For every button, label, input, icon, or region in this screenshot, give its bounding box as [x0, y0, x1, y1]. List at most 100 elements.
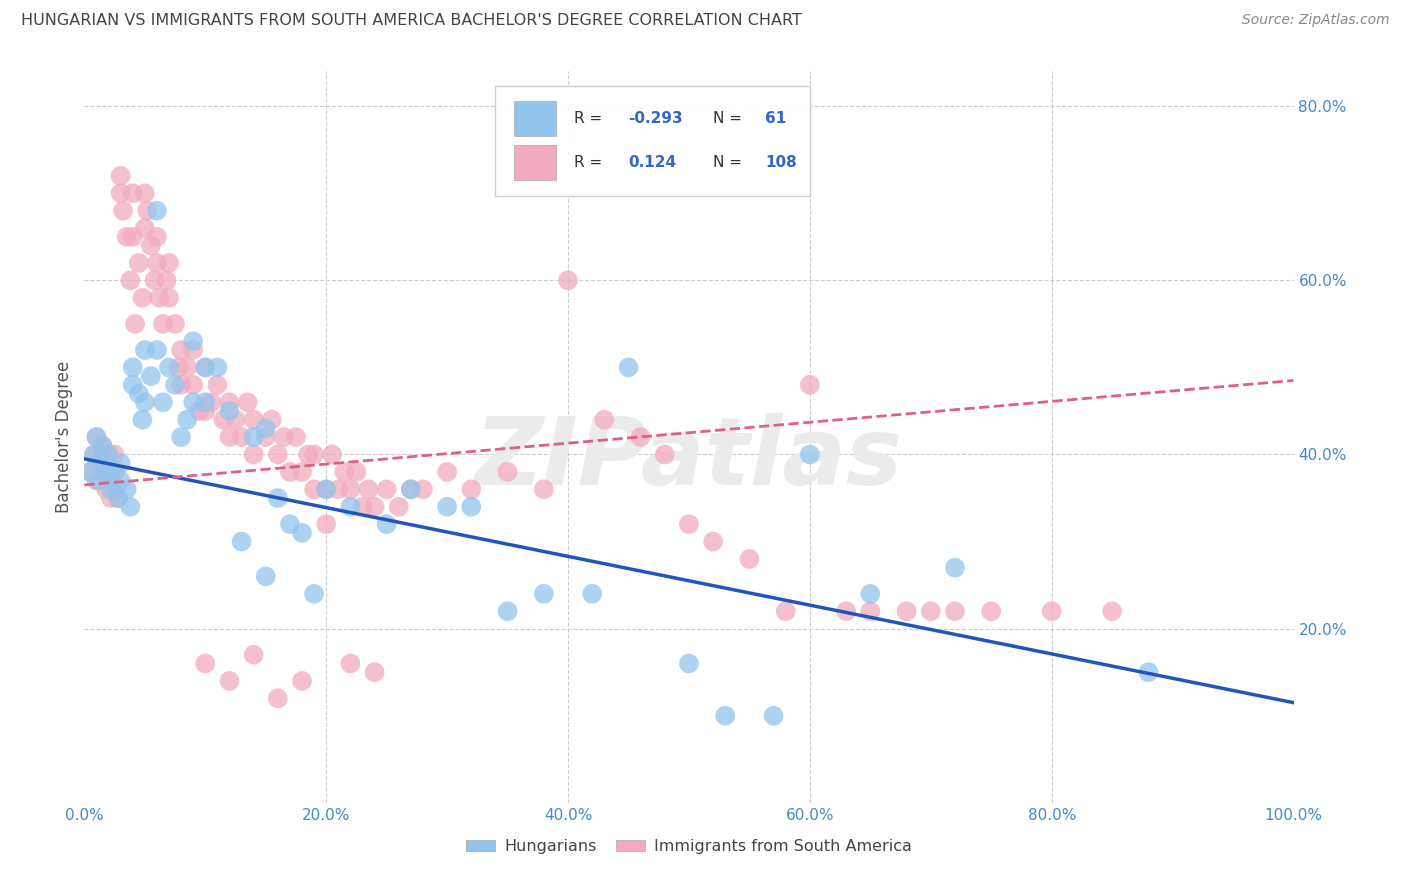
Point — [115, 229, 138, 244]
Point — [231, 534, 253, 549]
Point — [97, 474, 120, 488]
Point — [775, 604, 797, 618]
Point — [267, 448, 290, 462]
Point — [654, 448, 676, 462]
Point — [943, 604, 966, 618]
Point — [128, 386, 150, 401]
Point — [134, 221, 156, 235]
Point — [315, 517, 337, 532]
Point — [155, 273, 177, 287]
Point — [799, 377, 821, 392]
Point — [399, 483, 422, 497]
Point — [496, 465, 519, 479]
Point — [617, 360, 640, 375]
Point — [176, 360, 198, 375]
Point — [218, 430, 240, 444]
Text: N =: N = — [713, 155, 747, 170]
Point — [436, 500, 458, 514]
Point — [110, 474, 132, 488]
Point — [157, 256, 180, 270]
Point — [104, 448, 127, 462]
Point — [896, 604, 918, 618]
Point — [762, 708, 785, 723]
Point — [702, 534, 724, 549]
Point — [107, 491, 129, 505]
Point — [104, 465, 127, 479]
Point — [231, 430, 253, 444]
Text: ZIPatlas: ZIPatlas — [475, 413, 903, 505]
Point — [339, 483, 361, 497]
Point — [218, 395, 240, 409]
Point — [859, 587, 882, 601]
Point — [146, 343, 169, 357]
Text: 108: 108 — [765, 155, 797, 170]
Text: R =: R = — [574, 155, 612, 170]
Point — [97, 448, 120, 462]
Point — [242, 430, 264, 444]
Point — [87, 474, 110, 488]
Point — [236, 395, 259, 409]
Point — [170, 377, 193, 392]
Point — [181, 343, 204, 357]
Point — [170, 430, 193, 444]
Point — [194, 360, 217, 375]
Point — [181, 395, 204, 409]
Point — [167, 360, 190, 375]
Point — [146, 203, 169, 218]
Point — [357, 483, 380, 497]
Point — [339, 500, 361, 514]
Point — [110, 456, 132, 470]
Point — [139, 238, 162, 252]
Point — [302, 448, 325, 462]
Point — [254, 430, 277, 444]
Bar — [513, 145, 555, 180]
Point — [121, 229, 143, 244]
Legend: Hungarians, Immigrants from South America: Hungarians, Immigrants from South Americ… — [460, 833, 918, 861]
Point — [714, 708, 737, 723]
Point — [207, 360, 229, 375]
Point — [79, 465, 101, 479]
Point — [581, 587, 603, 601]
Point — [97, 474, 120, 488]
Bar — [513, 102, 555, 136]
Text: -0.293: -0.293 — [628, 112, 683, 127]
Point — [91, 439, 114, 453]
Point — [593, 412, 616, 426]
Point — [346, 465, 368, 479]
Point — [218, 404, 240, 418]
Point — [260, 412, 283, 426]
Point — [134, 343, 156, 357]
Point — [242, 648, 264, 662]
Point — [980, 604, 1002, 618]
Point — [83, 448, 105, 462]
Point — [738, 552, 761, 566]
Point — [218, 673, 240, 688]
Point — [630, 430, 652, 444]
Point — [496, 604, 519, 618]
Point — [533, 483, 555, 497]
Point — [278, 517, 301, 532]
Point — [412, 483, 434, 497]
Point — [148, 291, 170, 305]
Point — [557, 273, 579, 287]
Point — [91, 465, 114, 479]
Point — [363, 500, 385, 514]
Point — [388, 500, 411, 514]
Point — [533, 587, 555, 601]
Point — [181, 377, 204, 392]
Point — [436, 465, 458, 479]
Point — [194, 404, 217, 418]
Point — [678, 517, 700, 532]
Point — [1040, 604, 1063, 618]
Point — [120, 500, 142, 514]
Point — [79, 465, 101, 479]
Text: N =: N = — [713, 112, 747, 127]
Point — [225, 412, 247, 426]
Point — [100, 483, 122, 497]
Point — [678, 657, 700, 671]
Point — [104, 465, 127, 479]
Point — [124, 317, 146, 331]
Text: 61: 61 — [765, 112, 786, 127]
Point — [152, 395, 174, 409]
Point — [83, 448, 105, 462]
